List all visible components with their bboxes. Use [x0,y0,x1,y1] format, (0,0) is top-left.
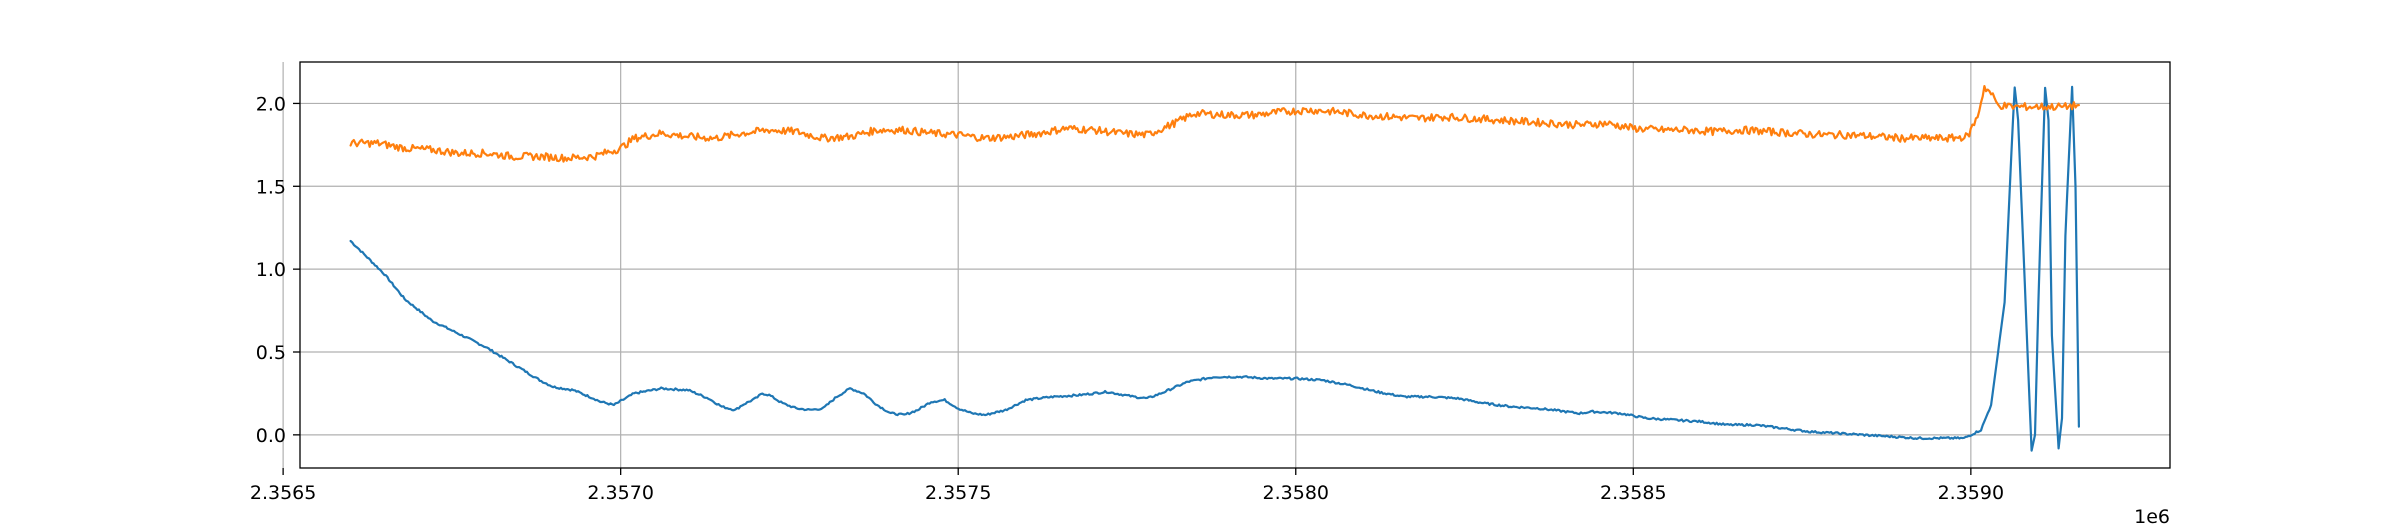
x-tick-label: 2.3590 [1938,482,2004,504]
x-axis-offset-label: 1e6 [2134,506,2170,525]
series-line-0 [349,85,2080,452]
y-axis: 0.0 0.5 1.0 1.5 2.0 [256,93,300,447]
grid [282,62,2170,468]
plot-frame [299,61,2171,469]
y-tick-label: 1.5 [256,176,286,198]
x-tick-label: 2.3585 [1600,482,1666,504]
series-layer [349,85,2080,452]
y-tick-label: 2.0 [256,93,286,115]
y-tick-label: 0.5 [256,342,286,364]
series-line-1 [349,85,2080,163]
x-tick-label: 2.3575 [925,482,991,504]
y-tick-label: 0.0 [256,425,286,447]
y-tick-label: 1.0 [256,259,286,281]
x-tick-label: 2.3570 [587,482,653,504]
x-tick-label: 2.3580 [1263,482,1329,504]
x-tick-label: 2.3565 [250,482,316,504]
x-axis: 2.3565 2.3570 2.3575 2.3580 2.3585 2.3590 [250,468,2004,504]
